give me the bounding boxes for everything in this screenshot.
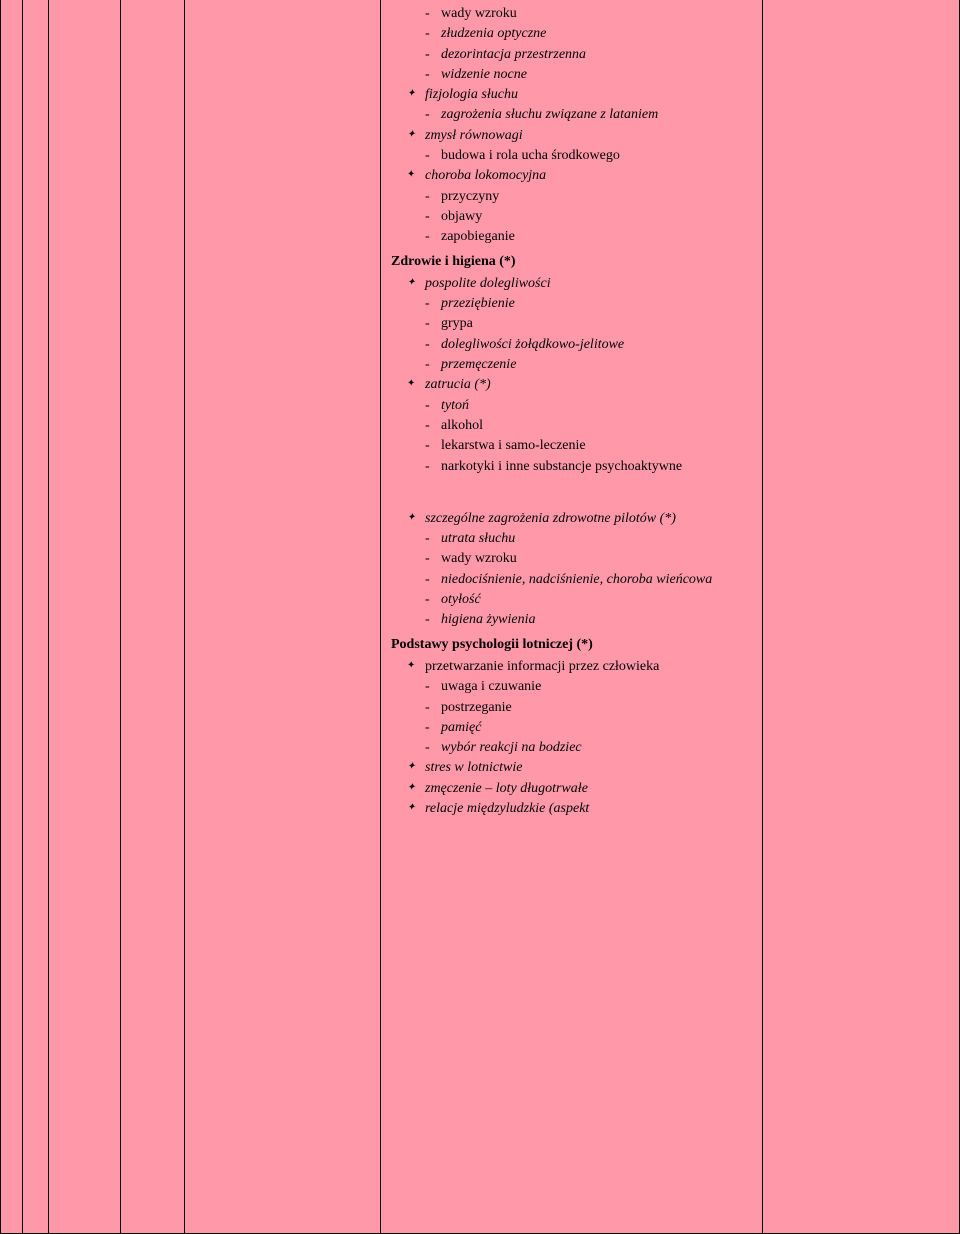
list-item: uwaga i czuwanie [441, 677, 756, 697]
list-item: przeziębienie [441, 294, 756, 314]
zatrucia-list: tytoń alkohol lekarstwa i samo-leczenie … [391, 396, 756, 477]
heading-psychologia: Podstawy psychologii lotniczej (*) [391, 635, 756, 655]
bullet-pospolite: pospolite dolegliwości [391, 274, 756, 294]
list-item: dezorintacja przestrzenna [441, 45, 756, 65]
list-item: utrata słuchu [441, 529, 756, 549]
list-item: pamięć [441, 718, 756, 738]
list-item: przemęczenie [441, 355, 756, 375]
top-list: wady wzroku złudzenia optyczne dezorinta… [391, 4, 756, 85]
col-c [48, 0, 120, 1234]
col-a [0, 0, 22, 1234]
content-cell: wady wzroku złudzenia optyczne dezorinta… [380, 0, 762, 1234]
list-item: niedociśnienie, nadciśnienie, choroba wi… [441, 570, 756, 590]
list-item: przyczyny [441, 187, 756, 207]
list-item: widzenie nocne [441, 65, 756, 85]
bullet-choroba: choroba lokomocyjna [391, 166, 756, 186]
col-g [762, 0, 960, 1234]
choroba-list: przyczyny objawy zapobieganie [391, 187, 756, 248]
bullet-relacje: relacje międzyludzkie (aspekt [391, 799, 756, 819]
fizjologia-list: zagrożenia słuchu związane z lataniem [391, 105, 756, 125]
bullet-zmysl: zmysł równowagi [391, 126, 756, 146]
col-d [120, 0, 184, 1234]
list-item: dolegliwości żołądkowo-jelitowe [441, 335, 756, 355]
spacer [391, 477, 756, 493]
document-row: wady wzroku złudzenia optyczne dezorinta… [0, 0, 960, 1234]
list-item: grypa [441, 314, 756, 334]
list-item: budowa i rola ucha środkowego [441, 146, 756, 166]
list-item: wady wzroku [441, 4, 756, 24]
col-b [22, 0, 48, 1234]
spacer [391, 493, 756, 509]
przetwarzanie-list: uwaga i czuwanie postrzeganie pamięć wyb… [391, 677, 756, 758]
list-item: wybór reakcji na bodziec [441, 738, 756, 758]
list-item: higiena żywienia [441, 610, 756, 630]
bullet-szczegolne: szczególne zagrożenia zdrowotne pilotów … [391, 509, 756, 529]
list-item: wady wzroku [441, 549, 756, 569]
list-item: zagrożenia słuchu związane z lataniem [441, 105, 756, 125]
list-item: złudzenia optyczne [441, 24, 756, 44]
bullet-zatrucia: zatrucia (*) [391, 375, 756, 395]
bullet-fizjologia: fizjologia słuchu [391, 85, 756, 105]
col-e [184, 0, 380, 1234]
zmysl-list: budowa i rola ucha środkowego [391, 146, 756, 166]
bullet-przetwarzanie: przetwarzanie informacji przez człowieka [391, 657, 756, 677]
list-item: zapobieganie [441, 227, 756, 247]
bullet-stres: stres w lotnictwie [391, 758, 756, 778]
heading-zdrowie: Zdrowie i higiena (*) [391, 252, 756, 272]
list-item: tytoń [441, 396, 756, 416]
list-item: lekarstwa i samo-leczenie [441, 436, 756, 456]
list-item: postrzeganie [441, 698, 756, 718]
szczegolne-list: utrata słuchu wady wzroku niedociśnienie… [391, 529, 756, 630]
list-item: alkohol [441, 416, 756, 436]
list-item: narkotyki i inne substancje psychoaktywn… [441, 457, 756, 477]
bullet-zmeczenie: zmęczenie – loty długotrwałe [391, 779, 756, 799]
list-item: objawy [441, 207, 756, 227]
pospolite-list: przeziębienie grypa dolegliwości żołądko… [391, 294, 756, 375]
list-item: otyłość [441, 590, 756, 610]
